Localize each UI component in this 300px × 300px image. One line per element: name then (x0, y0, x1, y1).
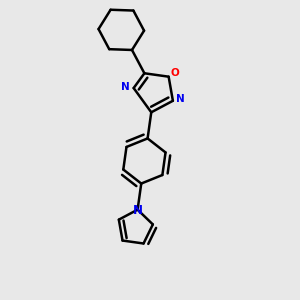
Text: O: O (170, 68, 179, 77)
Text: N: N (176, 94, 185, 104)
Text: N: N (122, 82, 130, 92)
Text: N: N (133, 204, 143, 217)
